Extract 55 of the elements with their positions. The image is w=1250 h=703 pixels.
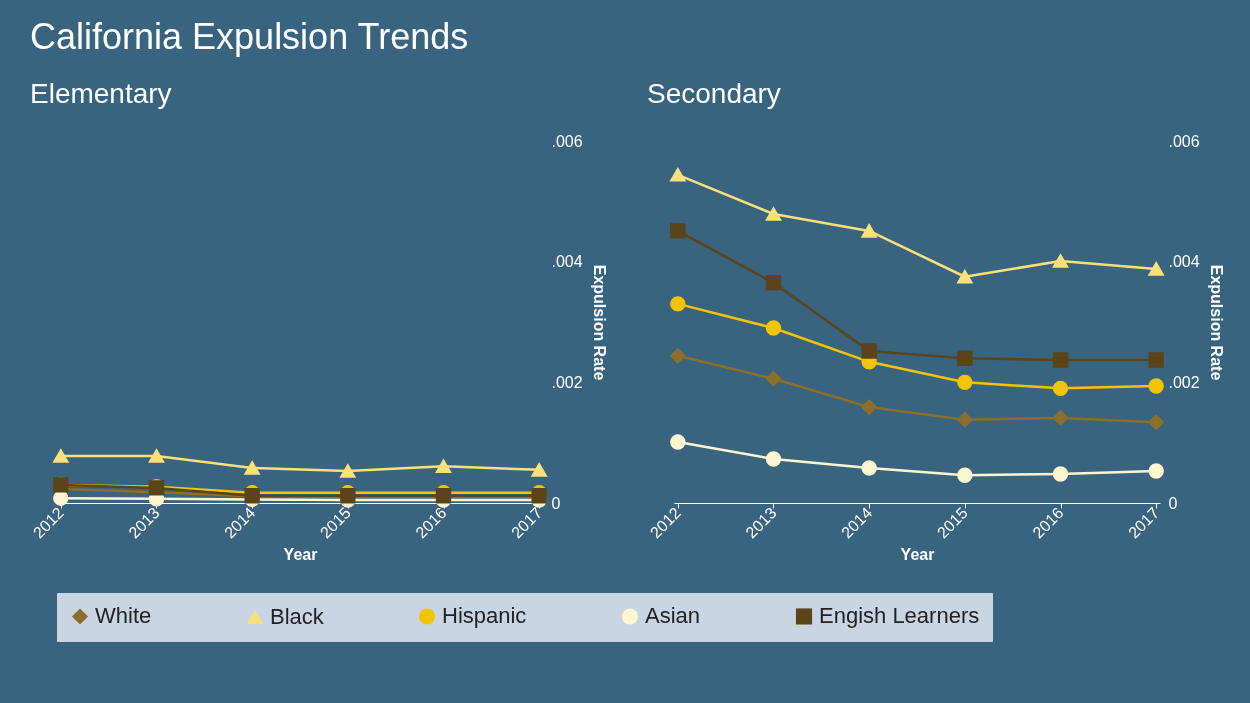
point bbox=[957, 467, 973, 483]
point bbox=[53, 449, 69, 463]
y-axis-title: Expulsion Rate bbox=[590, 264, 608, 381]
y-tick-label: 0 bbox=[1168, 494, 1178, 512]
legend-label: Engish Learners bbox=[819, 603, 980, 629]
point bbox=[861, 343, 877, 359]
point bbox=[765, 371, 782, 387]
point bbox=[435, 459, 452, 474]
y-tick-label: .006 bbox=[1168, 132, 1200, 150]
point bbox=[957, 374, 973, 391]
y-tick-label: 0 bbox=[551, 494, 561, 512]
point bbox=[765, 451, 782, 467]
y-tick-label: .004 bbox=[1168, 253, 1200, 271]
point bbox=[957, 269, 973, 284]
point bbox=[1052, 380, 1069, 397]
legend-label: Hispanic bbox=[442, 603, 527, 629]
y-tick-label: .002 bbox=[551, 373, 583, 391]
point bbox=[670, 348, 686, 364]
point bbox=[670, 223, 686, 239]
y-tick-label: .002 bbox=[1168, 373, 1200, 391]
point bbox=[765, 275, 782, 291]
point bbox=[861, 460, 877, 476]
point bbox=[957, 412, 973, 428]
point bbox=[1052, 254, 1069, 268]
point bbox=[1052, 410, 1069, 426]
point bbox=[244, 461, 260, 475]
legend-label: Asian bbox=[645, 603, 701, 629]
point bbox=[765, 320, 782, 336]
point bbox=[1052, 352, 1069, 368]
chart-subtitle: Elementary bbox=[30, 78, 172, 109]
legend-label: White bbox=[95, 603, 152, 629]
y-tick-label: .006 bbox=[551, 132, 583, 150]
point bbox=[148, 449, 165, 463]
x-axis-title: Year bbox=[283, 546, 318, 564]
point bbox=[1148, 463, 1164, 479]
y-tick-label: .004 bbox=[551, 253, 583, 271]
point bbox=[1148, 262, 1164, 276]
x-axis-title: Year bbox=[900, 546, 935, 564]
point bbox=[1148, 414, 1164, 430]
y-axis-title: Expulsion Rate bbox=[1207, 264, 1225, 381]
point bbox=[1052, 466, 1069, 482]
chart-title: California Expulsion Trends bbox=[30, 16, 469, 57]
point bbox=[340, 464, 356, 478]
point bbox=[531, 463, 547, 477]
legend-label: Black bbox=[270, 604, 325, 629]
point bbox=[670, 434, 686, 450]
point bbox=[670, 167, 686, 182]
point bbox=[765, 207, 782, 221]
point bbox=[957, 350, 973, 366]
point bbox=[861, 399, 877, 415]
point bbox=[670, 296, 686, 312]
point bbox=[1148, 352, 1164, 368]
point bbox=[861, 224, 877, 238]
point bbox=[1148, 378, 1164, 394]
chart-subtitle: Secondary bbox=[647, 78, 781, 109]
